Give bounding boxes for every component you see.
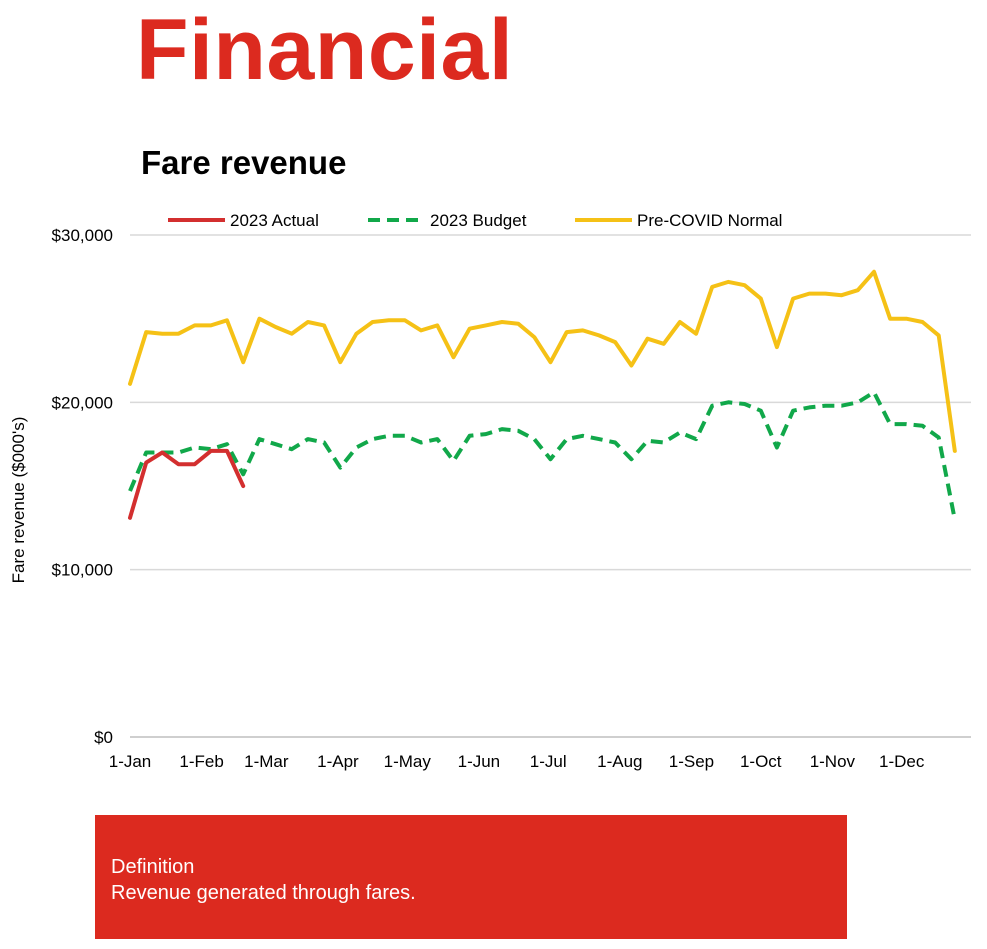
y-tick-label: $20,000 <box>52 393 113 412</box>
x-tick-label: 1-Apr <box>317 752 359 771</box>
chart-gridlines <box>130 234 971 738</box>
y-tick-label: $10,000 <box>52 561 113 580</box>
x-tick-label: 1-Oct <box>740 752 782 771</box>
definition-box: Definition Revenue generated through far… <box>95 815 847 939</box>
chart-title: Fare revenue <box>141 144 347 181</box>
chart-legend: 2023 Actual 2023 Budget Pre-COVID Normal <box>168 211 782 230</box>
chart-series <box>128 269 957 520</box>
legend-label: 2023 Actual <box>230 211 319 230</box>
legend-label: Pre-COVID Normal <box>637 211 782 230</box>
series-line-2023-actual <box>128 448 246 520</box>
definition-label: Definition <box>111 856 195 878</box>
x-axis-tick-labels: 1-Jan 1-Feb 1-Mar 1-Apr 1-May 1-Jun 1-Jul 1-Aug… <box>109 752 925 771</box>
series-line-pre-covid-normal <box>128 269 957 453</box>
definition-text: Revenue generated through fares. <box>111 882 416 904</box>
y-axis-tick-labels: $0 $10,000 $20,000 $30,000 <box>52 226 113 747</box>
x-tick-label: 1-Aug <box>597 752 642 771</box>
x-tick-label: 1-Sep <box>669 752 714 771</box>
fare-revenue-chart: 2023 Actual 2023 Budget Pre-COVID Normal $… <box>9 211 971 771</box>
x-tick-label: 1-Dec <box>879 752 925 771</box>
x-tick-label: 1-Jul <box>530 752 567 771</box>
y-axis-label: Fare revenue ($000's) <box>9 417 28 584</box>
x-tick-label: 1-Mar <box>244 752 289 771</box>
y-tick-label: $30,000 <box>52 226 113 245</box>
x-tick-label: 1-Nov <box>810 752 856 771</box>
x-tick-label: 1-May <box>384 752 432 771</box>
series-line-2023-budget <box>128 390 957 520</box>
x-tick-label: 1-Feb <box>179 752 223 771</box>
y-tick-label: $0 <box>94 728 113 747</box>
legend-label: 2023 Budget <box>430 211 527 230</box>
x-tick-label: 1-Jun <box>458 752 501 771</box>
page-heading: Financial <box>136 2 514 98</box>
x-tick-label: 1-Jan <box>109 752 152 771</box>
